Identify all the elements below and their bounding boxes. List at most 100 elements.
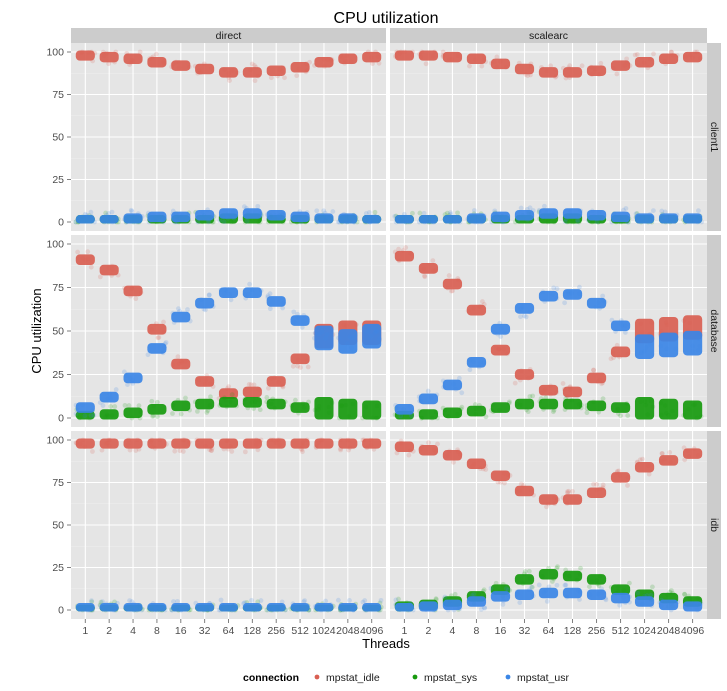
outlier-point bbox=[421, 210, 427, 216]
outlier-point bbox=[442, 594, 448, 600]
data-point-cluster bbox=[562, 67, 583, 78]
outlier-point bbox=[249, 597, 254, 603]
data-point-cluster bbox=[634, 596, 655, 607]
strip-label: database bbox=[708, 309, 720, 352]
outlier-point bbox=[481, 587, 487, 593]
outlier-point bbox=[106, 61, 112, 67]
outlier-point bbox=[323, 598, 329, 604]
data-point-cluster bbox=[218, 397, 239, 408]
data-point-cluster bbox=[171, 603, 191, 612]
outlier-point bbox=[73, 411, 79, 417]
outlier-point bbox=[518, 205, 524, 211]
outlier-point bbox=[549, 579, 555, 584]
outlier-point bbox=[89, 598, 94, 604]
data-point-cluster bbox=[514, 63, 535, 75]
outlier-point bbox=[208, 394, 213, 400]
outlier-point bbox=[295, 363, 301, 369]
outlier-point bbox=[258, 598, 264, 603]
data-point-cluster bbox=[338, 213, 358, 224]
data-point-cluster bbox=[362, 603, 382, 612]
data-point-cluster bbox=[123, 603, 143, 612]
outlier-point bbox=[551, 285, 557, 291]
data-point-cluster bbox=[99, 51, 119, 63]
outlier-point bbox=[562, 219, 568, 225]
x-tick-label: 2 bbox=[426, 625, 432, 637]
data-point-cluster bbox=[682, 51, 703, 63]
outlier-point bbox=[133, 296, 139, 302]
data-point-cluster bbox=[362, 400, 382, 420]
data-point-cluster bbox=[123, 285, 143, 297]
outlier-point bbox=[335, 597, 341, 603]
data-point-cluster bbox=[538, 208, 559, 219]
outlier-point bbox=[467, 63, 472, 69]
outlier-point bbox=[503, 586, 509, 592]
outlier-point bbox=[635, 590, 641, 596]
outlier-point bbox=[555, 564, 560, 570]
data-point-cluster bbox=[418, 409, 439, 420]
data-point-cluster bbox=[171, 311, 191, 323]
x-tick-label: 4 bbox=[130, 625, 136, 637]
outlier-point bbox=[544, 598, 550, 604]
outlier-point bbox=[347, 597, 352, 603]
data-point-cluster bbox=[514, 369, 535, 380]
data-point-cluster bbox=[171, 358, 191, 370]
outlier-point bbox=[480, 299, 485, 304]
outlier-point bbox=[244, 218, 250, 224]
outlier-point bbox=[314, 208, 320, 214]
outlier-point bbox=[125, 382, 130, 387]
data-point-cluster bbox=[123, 372, 143, 384]
strip-background bbox=[707, 235, 721, 427]
series-mpstat_usr bbox=[392, 203, 704, 225]
data-point-cluster bbox=[218, 603, 239, 612]
data-point-cluster bbox=[147, 403, 167, 415]
outlier-point bbox=[618, 413, 623, 419]
data-point-cluster bbox=[514, 398, 535, 410]
outlier-point bbox=[403, 245, 409, 250]
data-point-cluster bbox=[314, 213, 334, 224]
outlier-point bbox=[530, 393, 536, 399]
series-mpstat_idle bbox=[393, 49, 703, 81]
data-point-cluster bbox=[562, 386, 583, 398]
data-point-cluster bbox=[394, 250, 415, 262]
x-tick-label: 512 bbox=[612, 625, 630, 637]
outlier-point bbox=[290, 363, 296, 369]
x-tick-label: 32 bbox=[519, 625, 531, 637]
data-point-cluster bbox=[514, 574, 535, 585]
outlier-point bbox=[300, 449, 305, 455]
y-tick-label: 50 bbox=[52, 520, 64, 532]
outlier-point bbox=[398, 413, 404, 419]
data-point-cluster bbox=[266, 398, 286, 410]
outlier-point bbox=[195, 408, 200, 414]
strip-label: direct bbox=[216, 30, 242, 42]
data-point-cluster bbox=[338, 603, 358, 612]
data-point-cluster bbox=[123, 213, 143, 224]
data-point-cluster bbox=[314, 603, 334, 612]
outlier-point bbox=[459, 390, 465, 396]
data-point-cluster bbox=[290, 353, 310, 365]
outlier-point bbox=[229, 449, 235, 454]
data-point-cluster bbox=[394, 403, 415, 415]
outlier-point bbox=[479, 63, 485, 69]
data-point-cluster bbox=[147, 603, 167, 612]
outlier-point bbox=[100, 599, 105, 605]
outlier-point bbox=[249, 61, 255, 67]
data-point-cluster bbox=[490, 591, 511, 602]
y-tick-label: 100 bbox=[46, 435, 64, 447]
data-point-cluster bbox=[562, 494, 583, 505]
data-point-cluster bbox=[442, 215, 463, 224]
outlier-point bbox=[608, 356, 614, 362]
outlier-point bbox=[113, 387, 119, 392]
outlier-point bbox=[252, 63, 257, 68]
outlier-point bbox=[565, 489, 570, 495]
data-point-cluster bbox=[586, 65, 607, 76]
data-point-cluster bbox=[75, 215, 95, 224]
outlier-point bbox=[632, 52, 638, 58]
outlier-point bbox=[100, 403, 106, 408]
data-point-cluster bbox=[266, 296, 286, 307]
series-mpstat_idle bbox=[394, 438, 703, 510]
data-point-cluster bbox=[75, 603, 95, 612]
outlier-point bbox=[136, 403, 142, 409]
outlier-point bbox=[108, 404, 114, 409]
y-tick-label: 0 bbox=[58, 217, 64, 229]
outlier-point bbox=[623, 206, 629, 211]
